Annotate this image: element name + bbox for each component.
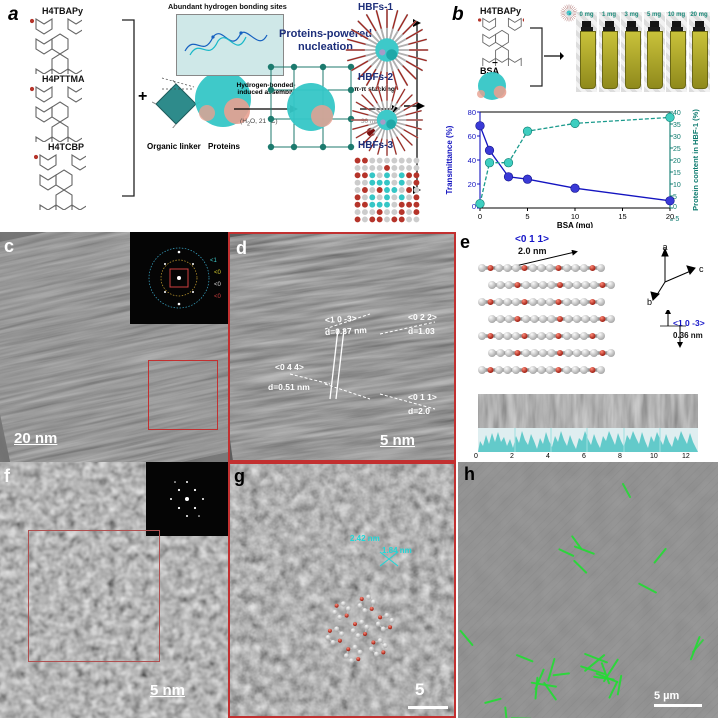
svg-text:80: 80 bbox=[468, 108, 476, 117]
svg-text:10: 10 bbox=[571, 212, 579, 221]
svg-text:15: 15 bbox=[673, 170, 681, 177]
svg-text:5: 5 bbox=[525, 212, 529, 221]
svg-text:0: 0 bbox=[472, 202, 476, 211]
svg-text:a: a bbox=[662, 242, 667, 252]
svg-text:40: 40 bbox=[468, 156, 476, 165]
svg-text:25: 25 bbox=[673, 146, 681, 153]
svg-text:0: 0 bbox=[673, 204, 677, 211]
svg-text:<0: <0 bbox=[214, 270, 222, 276]
svg-text:Transmittance (%): Transmittance (%) bbox=[445, 125, 454, 194]
svg-text:BSA (mg): BSA (mg) bbox=[557, 221, 593, 228]
svg-text:30: 30 bbox=[673, 134, 681, 141]
svg-text:10: 10 bbox=[673, 182, 681, 189]
svg-text:<0: <0 bbox=[214, 282, 222, 288]
svg-text:20: 20 bbox=[673, 158, 681, 165]
svg-text:<0: <0 bbox=[214, 294, 222, 300]
svg-text:35: 35 bbox=[673, 122, 681, 129]
svg-text:-5: -5 bbox=[673, 216, 679, 223]
svg-text:Protein content in HBF-1 (%): Protein content in HBF-1 (%) bbox=[691, 109, 700, 211]
svg-text:60: 60 bbox=[468, 132, 476, 141]
svg-text:20: 20 bbox=[468, 180, 476, 189]
svg-text:c: c bbox=[699, 264, 704, 274]
svg-text:15: 15 bbox=[618, 212, 626, 221]
svg-text:0: 0 bbox=[478, 212, 482, 221]
svg-text:<1: <1 bbox=[210, 258, 218, 264]
